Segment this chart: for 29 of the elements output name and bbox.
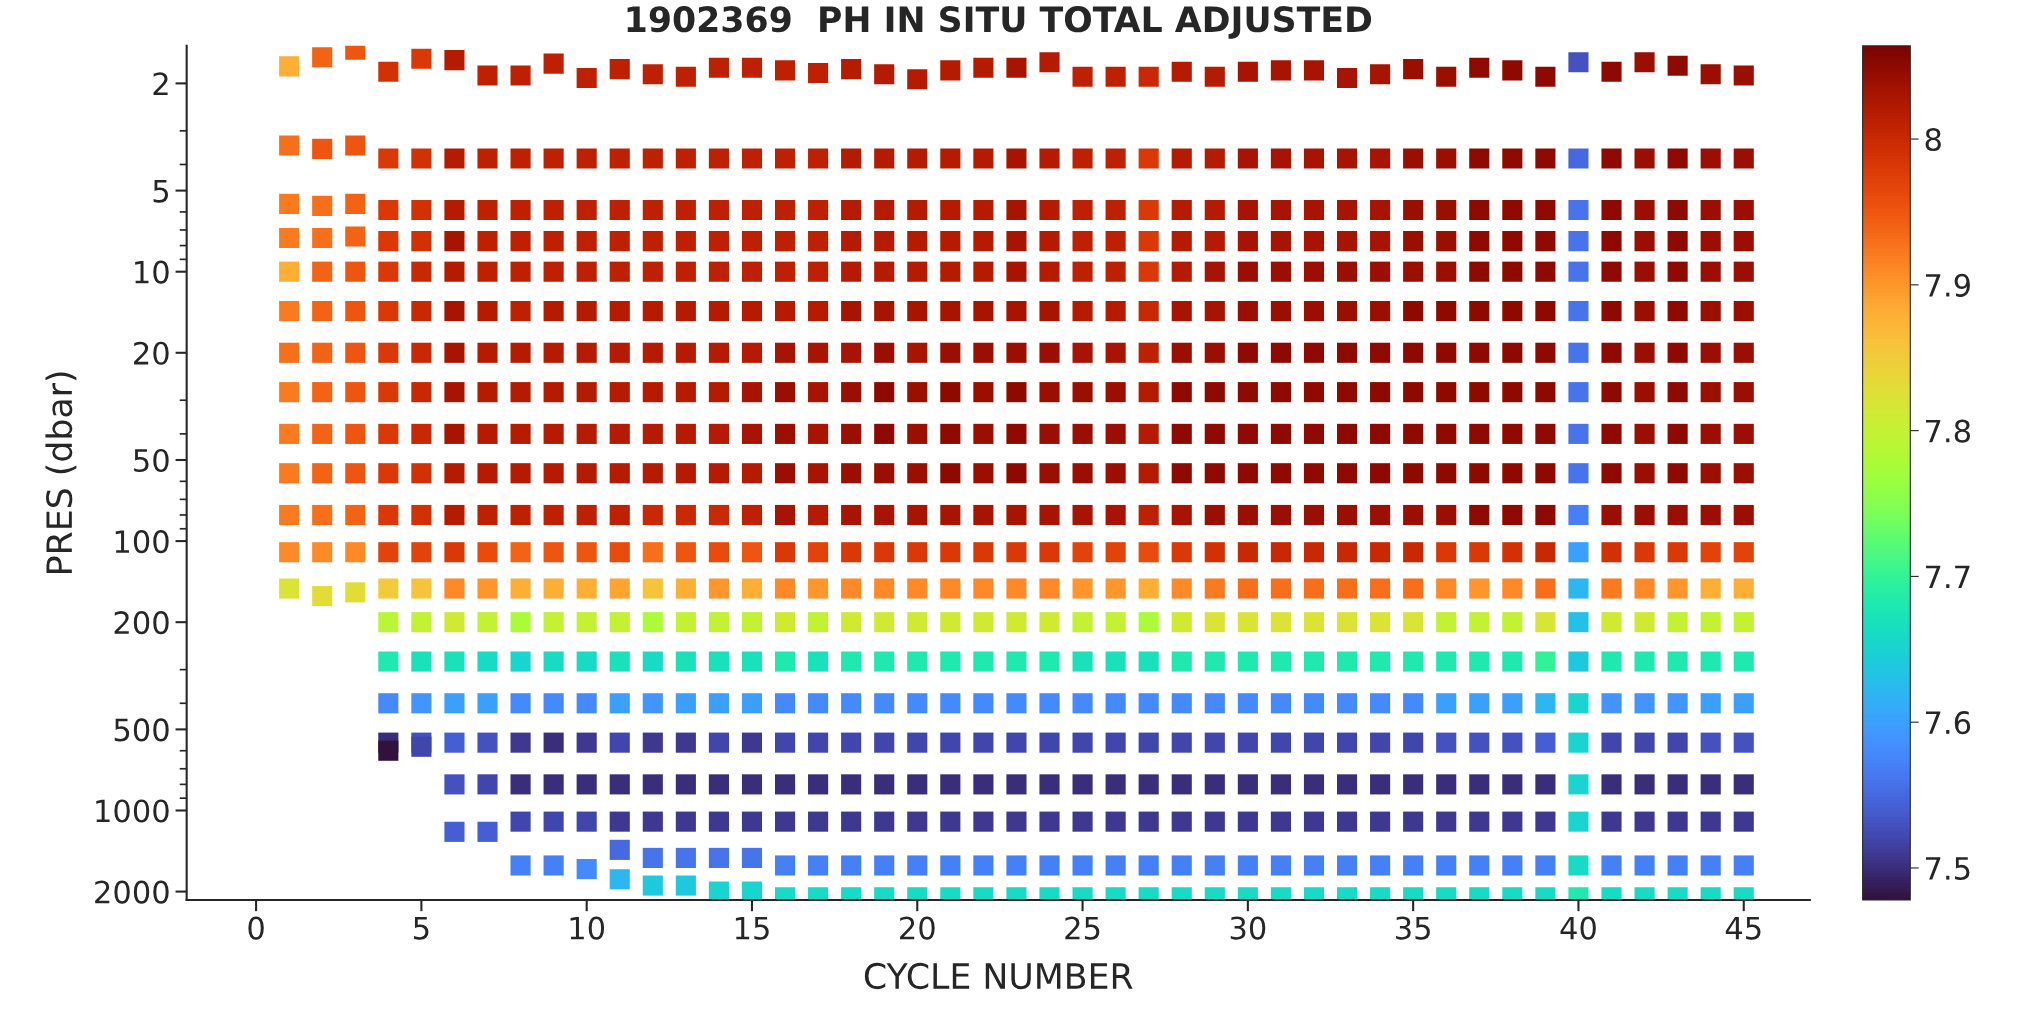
x-tick-label: 20 xyxy=(900,916,935,940)
y-tick-label: 10 xyxy=(135,260,169,284)
y-tick-label: 20 xyxy=(134,341,169,365)
x-tick-label: 25 xyxy=(1065,916,1100,940)
x-tick-label: 5 xyxy=(414,916,429,940)
color-bar-label: 7.7 xyxy=(1926,565,1970,589)
y-tick-label: 200 xyxy=(114,611,169,635)
y-tick-label: 500 xyxy=(114,718,169,742)
y-tick-label: 2000 xyxy=(95,880,169,904)
y-tick-label: 5 xyxy=(153,179,169,203)
color-bar-label: 7.9 xyxy=(1926,273,1970,297)
x-tick-label: 0 xyxy=(248,916,264,940)
color-bar-label: 7.8 xyxy=(1926,419,1970,443)
chart-title: 1902369 PH IN SITU TOTAL ADJUSTED xyxy=(627,6,1372,39)
y-tick-label: 100 xyxy=(115,530,169,554)
x-tick-label: 15 xyxy=(735,916,769,940)
color-bar-label: 7.6 xyxy=(1926,711,1971,735)
y-tick-label: 2 xyxy=(153,72,168,95)
y-tick-label: 1000 xyxy=(96,799,169,823)
color-bar-label: 8 xyxy=(1925,128,1941,152)
x-tick-label: 35 xyxy=(1396,916,1430,940)
x-tick-label: 45 xyxy=(1725,916,1761,940)
y-axis-title: PRES (dbar) xyxy=(45,372,77,573)
y-tick-label: 50 xyxy=(134,448,169,473)
x-tick-label: 30 xyxy=(1230,916,1266,940)
x-axis-title: CYCLE NUMBER xyxy=(864,962,1133,990)
x-tick-label: 10 xyxy=(570,916,605,940)
x-tick-label: 40 xyxy=(1560,916,1596,940)
color-bar-label: 7.5 xyxy=(1926,857,1970,881)
